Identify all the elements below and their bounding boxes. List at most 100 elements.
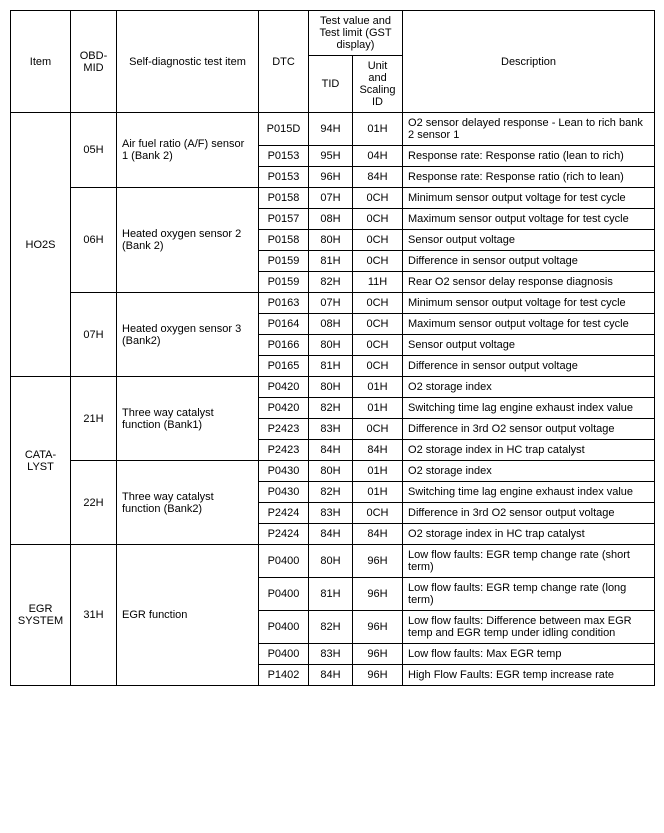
cell-desc: O2 storage index: [403, 461, 655, 482]
cell-dtc: P0400: [259, 545, 309, 578]
cell-unit: 84H: [353, 167, 403, 188]
cell-tid: 81H: [309, 356, 353, 377]
cell-dtc: P0158: [259, 188, 309, 209]
cell-desc: Response rate: Response ratio (rich to l…: [403, 167, 655, 188]
cell-unit: 01H: [353, 482, 403, 503]
cell-unit: 0CH: [353, 209, 403, 230]
cell-unit: 0CH: [353, 356, 403, 377]
cell-desc: O2 storage index in HC trap catalyst: [403, 440, 655, 461]
cell-desc: Minimum sensor output voltage for test c…: [403, 188, 655, 209]
cell-obdmid: 05H: [71, 113, 117, 188]
cell-dtc: P2423: [259, 419, 309, 440]
cell-desc: O2 storage index: [403, 377, 655, 398]
cell-desc: Difference in sensor output voltage: [403, 356, 655, 377]
cell-unit: 0CH: [353, 314, 403, 335]
cell-dtc: P0430: [259, 482, 309, 503]
cell-tid: 82H: [309, 272, 353, 293]
cell-unit: 96H: [353, 545, 403, 578]
cell-desc: High Flow Faults: EGR temp increase rate: [403, 665, 655, 686]
cell-tid: 08H: [309, 209, 353, 230]
cell-unit: 0CH: [353, 335, 403, 356]
cell-desc: O2 sensor delayed response - Lean to ric…: [403, 113, 655, 146]
cell-tid: 80H: [309, 461, 353, 482]
cell-dtc: P0157: [259, 209, 309, 230]
cell-obdmid: 07H: [71, 293, 117, 377]
cell-unit: 11H: [353, 272, 403, 293]
cell-dtc: P0400: [259, 644, 309, 665]
cell-desc: O2 storage index in HC trap catalyst: [403, 524, 655, 545]
cell-tid: 81H: [309, 251, 353, 272]
table-row: 07HHeated oxygen sensor 3 (Bank2)P016307…: [11, 293, 655, 314]
cell-dtc: P2423: [259, 440, 309, 461]
table-row: 22HThree way catalyst function (Bank2)P0…: [11, 461, 655, 482]
cell-desc: Low flow faults: EGR temp change rate (s…: [403, 545, 655, 578]
cell-desc: Maximum sensor output voltage for test c…: [403, 314, 655, 335]
cell-selfdiag: Heated oxygen sensor 3 (Bank2): [117, 293, 259, 377]
diagnostic-table: Item OBD-MID Self-diagnostic test item D…: [10, 10, 655, 686]
hdr-selfdiag: Self-diagnostic test item: [117, 11, 259, 113]
table-row: HO2S05HAir fuel ratio (A/F) sensor 1 (Ba…: [11, 113, 655, 146]
cell-dtc: P015D: [259, 113, 309, 146]
cell-desc: Sensor output voltage: [403, 335, 655, 356]
cell-desc: Maximum sensor output voltage for test c…: [403, 209, 655, 230]
cell-unit: 0CH: [353, 419, 403, 440]
cell-dtc: P2424: [259, 524, 309, 545]
cell-desc: Low flow faults: Max EGR temp: [403, 644, 655, 665]
cell-desc: Minimum sensor output voltage for test c…: [403, 293, 655, 314]
cell-unit: 96H: [353, 611, 403, 644]
cell-selfdiag: Heated oxygen sensor 2 (Bank 2): [117, 188, 259, 293]
cell-item: CATA-LYST: [11, 377, 71, 545]
cell-dtc: P0153: [259, 146, 309, 167]
cell-unit: 04H: [353, 146, 403, 167]
cell-desc: Low flow faults: EGR temp change rate (l…: [403, 578, 655, 611]
cell-dtc: P0164: [259, 314, 309, 335]
cell-desc: Difference in 3rd O2 sensor output volta…: [403, 503, 655, 524]
cell-tid: 80H: [309, 377, 353, 398]
cell-selfdiag: Air fuel ratio (A/F) sensor 1 (Bank 2): [117, 113, 259, 188]
cell-unit: 84H: [353, 440, 403, 461]
cell-unit: 0CH: [353, 293, 403, 314]
cell-tid: 83H: [309, 644, 353, 665]
hdr-testgroup: Test value and Test limit (GST display): [309, 11, 403, 56]
cell-obdmid: 21H: [71, 377, 117, 461]
cell-unit: 01H: [353, 377, 403, 398]
cell-unit: 01H: [353, 461, 403, 482]
cell-unit: 84H: [353, 524, 403, 545]
cell-selfdiag: EGR function: [117, 545, 259, 686]
cell-desc: Difference in sensor output voltage: [403, 251, 655, 272]
cell-unit: 0CH: [353, 251, 403, 272]
cell-tid: 84H: [309, 524, 353, 545]
cell-obdmid: 31H: [71, 545, 117, 686]
hdr-dtc: DTC: [259, 11, 309, 113]
table-row: CATA-LYST21HThree way catalyst function …: [11, 377, 655, 398]
cell-tid: 80H: [309, 545, 353, 578]
cell-tid: 82H: [309, 482, 353, 503]
cell-unit: 96H: [353, 644, 403, 665]
cell-tid: 83H: [309, 503, 353, 524]
cell-selfdiag: Three way catalyst function (Bank1): [117, 377, 259, 461]
table-body: HO2S05HAir fuel ratio (A/F) sensor 1 (Ba…: [11, 113, 655, 686]
cell-tid: 82H: [309, 611, 353, 644]
cell-unit: 96H: [353, 665, 403, 686]
cell-tid: 82H: [309, 398, 353, 419]
hdr-unit: Unit and Scaling ID: [353, 56, 403, 113]
cell-tid: 96H: [309, 167, 353, 188]
cell-dtc: P0400: [259, 578, 309, 611]
hdr-obdmid: OBD-MID: [71, 11, 117, 113]
cell-item: EGR SYSTEM: [11, 545, 71, 686]
cell-obdmid: 22H: [71, 461, 117, 545]
cell-desc: Switching time lag engine exhaust index …: [403, 482, 655, 503]
cell-desc: Difference in 3rd O2 sensor output volta…: [403, 419, 655, 440]
cell-dtc: P0159: [259, 251, 309, 272]
cell-dtc: P0430: [259, 461, 309, 482]
cell-tid: 84H: [309, 665, 353, 686]
cell-dtc: P0165: [259, 356, 309, 377]
cell-desc: Response rate: Response ratio (lean to r…: [403, 146, 655, 167]
cell-unit: 96H: [353, 578, 403, 611]
cell-dtc: P0163: [259, 293, 309, 314]
cell-unit: 0CH: [353, 188, 403, 209]
hdr-item: Item: [11, 11, 71, 113]
cell-dtc: P0420: [259, 377, 309, 398]
cell-unit: 01H: [353, 113, 403, 146]
hdr-tid: TID: [309, 56, 353, 113]
